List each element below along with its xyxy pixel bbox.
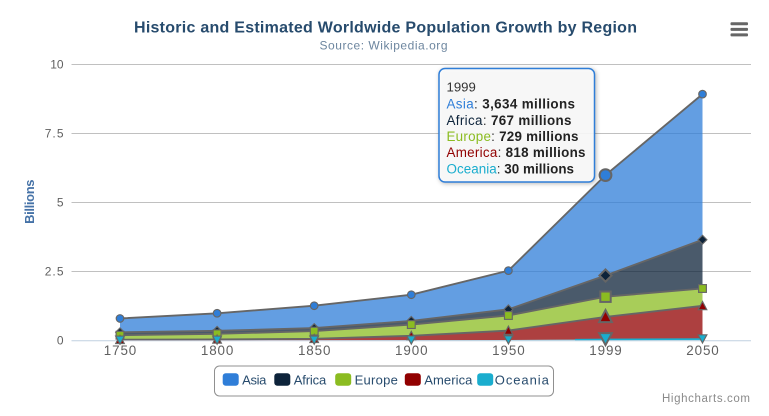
svg-text:America: 818 millions: America: 818 millions (447, 145, 586, 160)
svg-text:1900: 1900 (395, 343, 428, 358)
svg-text:Oceania: 30 millions: Oceania: 30 millions (447, 161, 575, 176)
svg-text:Asia: Asia (242, 372, 267, 387)
svg-text:2050: 2050 (686, 343, 719, 358)
svg-text:1950: 1950 (492, 343, 525, 358)
svg-text:Africa: Africa (294, 372, 327, 387)
svg-text:7.5: 7.5 (45, 126, 64, 140)
svg-text:Europe: Europe (355, 372, 398, 387)
svg-text:Billions: Billions (22, 179, 37, 223)
svg-text:Historic and Estimated Worldwi: Historic and Estimated Worldwide Populat… (134, 20, 637, 37)
svg-text:5: 5 (57, 195, 64, 209)
svg-text:Highcharts.com: Highcharts.com (662, 393, 750, 405)
svg-text:1750: 1750 (104, 343, 137, 358)
svg-text:Europe: 729 millions: Europe: 729 millions (447, 129, 579, 144)
svg-text:Africa: 767 millions: Africa: 767 millions (447, 113, 572, 128)
svg-text:America: America (424, 372, 473, 387)
svg-text:Source: Wikipedia.org: Source: Wikipedia.org (320, 39, 448, 53)
svg-text:1999: 1999 (589, 343, 622, 358)
svg-text:1999: 1999 (447, 80, 476, 95)
svg-text:Asia: 3,634 millions: Asia: 3,634 millions (447, 97, 576, 112)
svg-text:10: 10 (50, 57, 64, 71)
svg-text:1800: 1800 (201, 343, 234, 358)
svg-text:0: 0 (57, 333, 64, 347)
svg-text:2.5: 2.5 (45, 264, 64, 278)
svg-text:1850: 1850 (298, 343, 331, 358)
svg-text:Oceania: Oceania (495, 372, 550, 387)
